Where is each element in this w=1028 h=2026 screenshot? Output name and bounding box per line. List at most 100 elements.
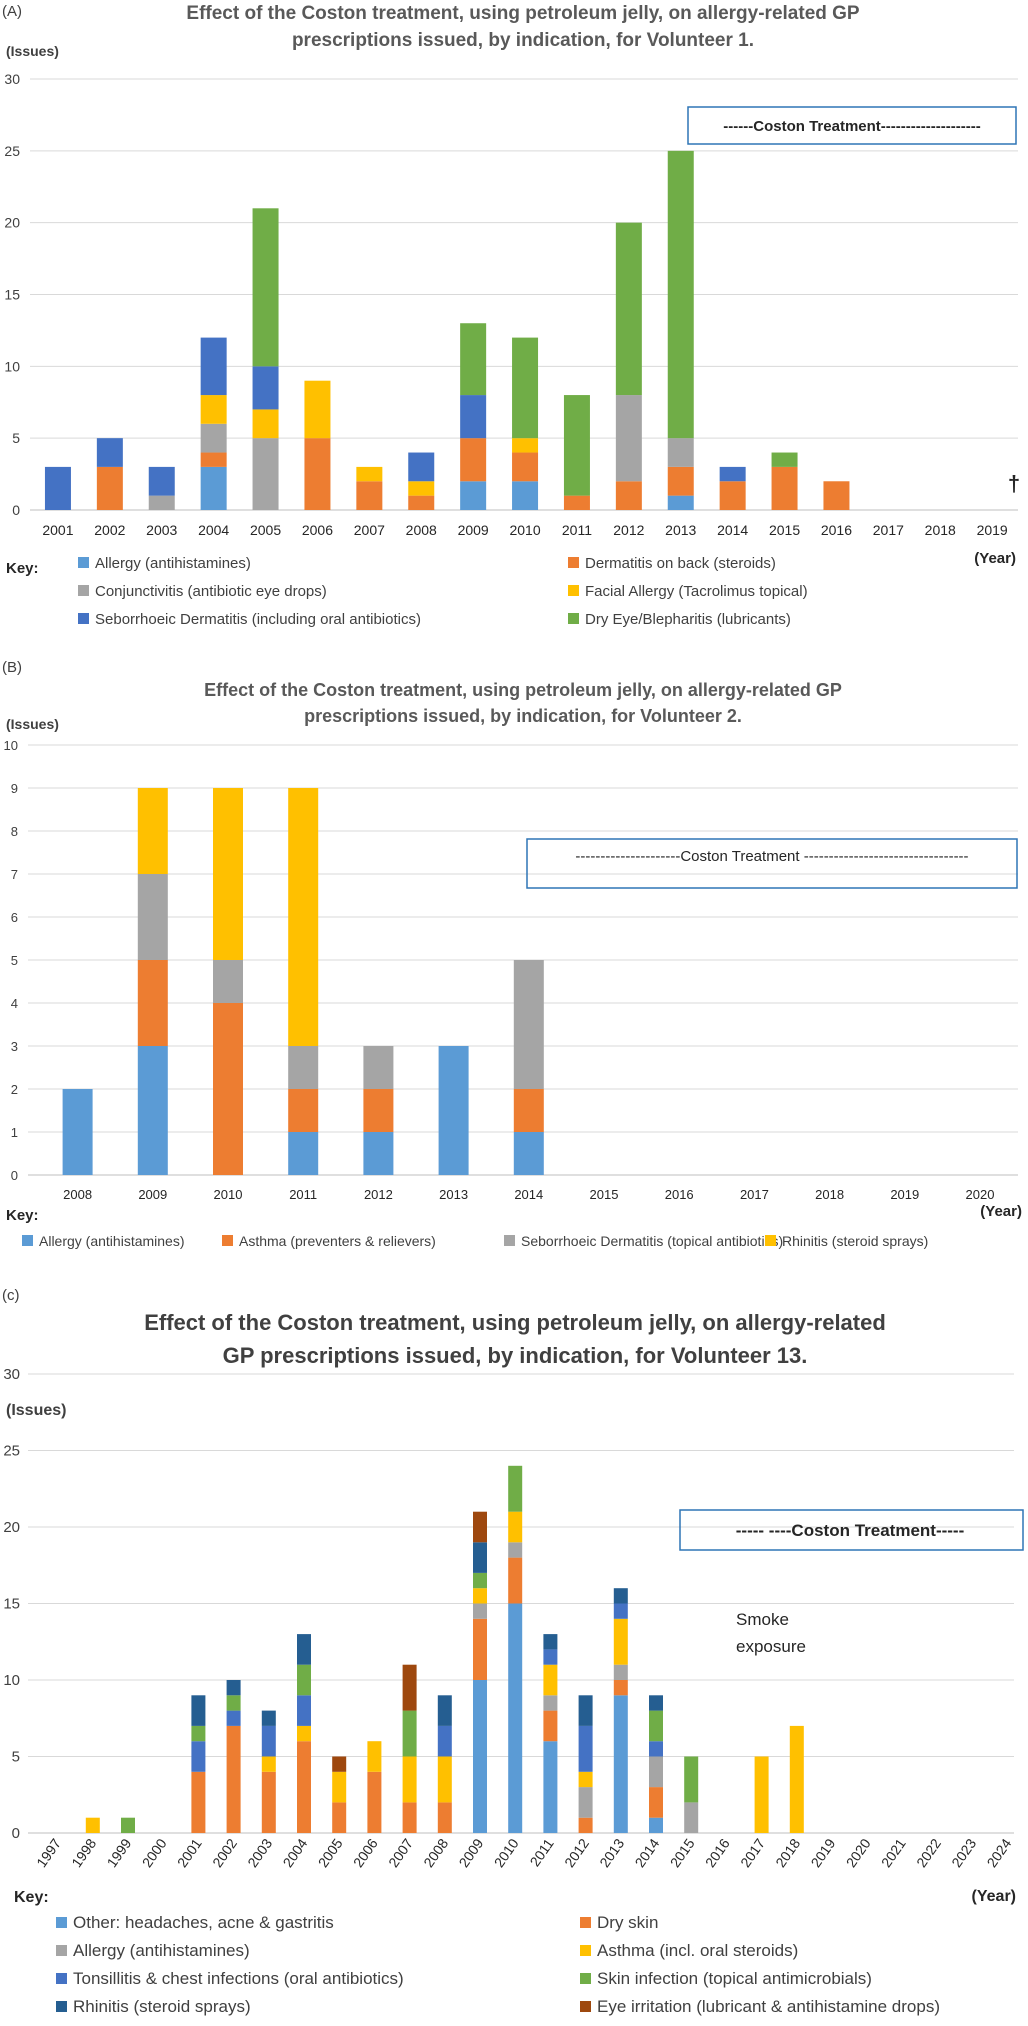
bar-segment: [649, 1741, 663, 1757]
y-tick-label: 15: [3, 1596, 20, 1613]
bar-segment: [543, 1710, 558, 1742]
x-tick-label: 1999: [103, 1835, 134, 1870]
x-tick-label: 2005: [315, 1835, 346, 1870]
x-tick-label: 2016: [821, 522, 852, 538]
bar-segment: [96, 438, 123, 467]
chart-title-line-2: prescriptions issued, by indication, for…: [292, 30, 754, 51]
legend-swatch: [568, 557, 579, 568]
bar-segment: [137, 960, 168, 1046]
bar-segment: [508, 1511, 523, 1543]
bar-segment: [297, 1664, 311, 1696]
bar-segment: [754, 1756, 769, 1833]
legend-entry: Allergy (antihistamines): [95, 555, 251, 572]
bar-segment: [513, 1089, 544, 1132]
bar-segment: [684, 1802, 699, 1833]
x-tick-label: 2009: [458, 522, 489, 538]
y-tick-label: 0: [11, 1168, 18, 1183]
bar-segment: [226, 1725, 241, 1833]
legend-swatch: [56, 1973, 67, 1984]
bar-segment: [512, 438, 539, 453]
legend-entry: Dry skin: [597, 1913, 658, 1932]
x-tick-label: 2022: [913, 1835, 944, 1870]
bar-segment: [261, 1725, 276, 1757]
bar-segment: [288, 788, 319, 1046]
y-tick-label: 30: [4, 71, 20, 87]
bar-segment: [408, 495, 435, 510]
y-axis-label: (Issues): [6, 43, 59, 59]
x-tick-label: 2006: [350, 1835, 381, 1870]
bar-segment: [613, 1680, 628, 1696]
bar-segment: [473, 1588, 487, 1604]
bar-segment: [356, 481, 383, 510]
x-axis-label: (Year): [980, 1203, 1022, 1220]
x-tick-label: 2012: [613, 522, 644, 538]
bar-segment: [615, 222, 642, 396]
bar-segment: [473, 1572, 487, 1589]
bar-segment: [719, 481, 746, 510]
legend-entry: Facial Allergy (Tacrolimus topical): [585, 583, 808, 600]
bar-segment: [148, 495, 175, 510]
bar-segment: [402, 1802, 417, 1833]
bar-segment: [121, 1817, 135, 1833]
bar-segment: [402, 1710, 417, 1757]
bar-segment: [649, 1756, 663, 1788]
legend-swatch: [56, 1945, 67, 1956]
y-tick-label: 6: [11, 910, 18, 925]
coston-treatment-label: ----- ----Coston Treatment-----: [736, 1521, 965, 1540]
chart-title-line-1: Effect of the Coston treatment, using pe…: [144, 1310, 886, 1335]
x-tick-label: 2016: [665, 1187, 694, 1202]
x-tick-label: 1998: [68, 1835, 99, 1870]
legend-entry: Seborrhoeic Dermatitis (topical antibiot…: [521, 1233, 783, 1249]
x-tick-label: 2006: [302, 522, 333, 538]
x-tick-label: 2020: [966, 1187, 995, 1202]
bar-segment: [437, 1802, 452, 1833]
bar-segment: [789, 1725, 804, 1833]
x-tick-label: 2017: [737, 1835, 768, 1870]
legend-swatch: [78, 557, 89, 568]
bar-segment: [684, 1756, 699, 1803]
bar-segment: [402, 1756, 417, 1803]
bar-segment: [261, 1771, 276, 1833]
legend-swatch: [580, 2001, 591, 2012]
bar-segment: [460, 438, 487, 482]
bar-segment: [508, 1557, 523, 1604]
bar-segment: [191, 1695, 206, 1726]
bar-segment: [437, 1695, 452, 1726]
legend-swatch: [22, 1235, 33, 1246]
legend-entry: Dry Eye/Blepharitis (lubricants): [585, 611, 791, 628]
bar-segment: [823, 481, 850, 510]
bar-segment: [460, 395, 487, 439]
y-tick-label: 4: [11, 996, 18, 1011]
y-tick-label: 20: [4, 215, 20, 231]
bar-segment: [226, 1695, 241, 1711]
bar-segment: [252, 438, 279, 510]
x-tick-label: 2004: [279, 1835, 310, 1870]
y-tick-label: 8: [11, 824, 18, 839]
x-tick-label: 2003: [146, 522, 177, 538]
y-tick-label: 0: [12, 502, 20, 518]
bar-segment: [649, 1710, 663, 1742]
legend-entry: Seborrhoeic Dermatitis (including oral a…: [95, 611, 421, 628]
x-tick-label: 2019: [977, 522, 1008, 538]
bar-segment: [508, 1542, 523, 1558]
x-tick-label: 2012: [561, 1835, 592, 1870]
x-tick-label: 2009: [455, 1835, 486, 1870]
legend-swatch: [580, 1917, 591, 1928]
x-tick-label: 2011: [289, 1187, 317, 1202]
bar-segment: [191, 1741, 206, 1772]
x-tick-label: 2002: [209, 1835, 240, 1870]
bar-segment: [578, 1771, 593, 1788]
legend-swatch: [504, 1235, 515, 1246]
x-tick-label: 2019: [890, 1187, 919, 1202]
bar-segment: [408, 452, 435, 482]
x-tick-label: 2023: [948, 1835, 979, 1870]
legend-entry: Rhinitis (steroid sprays): [73, 1997, 251, 2016]
y-tick-label: 2: [11, 1082, 18, 1097]
bar-segment: [363, 1132, 394, 1175]
bar-segment: [543, 1649, 558, 1665]
x-tick-label: 2015: [769, 522, 800, 538]
legend-swatch: [568, 585, 579, 596]
bar-segment: [213, 960, 243, 1003]
y-tick-label: 10: [4, 358, 20, 374]
x-tick-label: 2007: [354, 522, 385, 538]
